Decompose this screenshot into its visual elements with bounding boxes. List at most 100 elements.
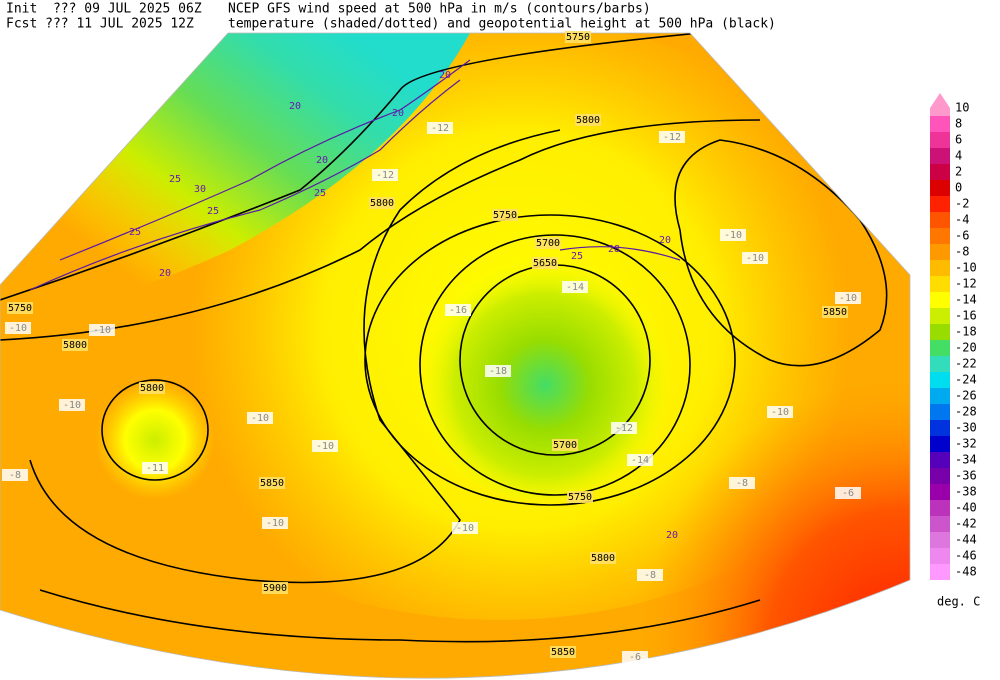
colorbar-swatch [930,196,950,212]
label-box [835,487,861,499]
colorbar-unit: deg. C [937,595,980,609]
label-box [485,365,511,377]
colorbar-label: 6 [955,133,962,147]
colorbar-label: 0 [955,181,962,195]
colorbar-swatch [930,132,950,148]
colorbar-swatch [930,356,950,372]
wind-label: 25 [314,188,326,199]
wind-label: 25 [207,206,219,217]
colorbar-swatch [930,452,950,468]
wind-label: 20 [289,101,301,112]
temperature-label: -16 [449,305,467,316]
label-box [637,569,663,581]
temperature-label: -8 [736,478,748,489]
label-box [312,440,338,452]
label-box [492,209,518,221]
label-box [262,517,288,529]
wind-label: 20 [666,530,678,541]
height-label: 5800 [591,553,615,564]
label-box [532,257,558,269]
wind-label: 20 [392,108,404,119]
colorbar-swatch [930,516,950,532]
height-label: 5800 [370,198,394,209]
colorbar-swatch [930,532,950,548]
temperature-label: -12 [615,423,633,434]
label-box [659,131,685,143]
temperature-label: -12 [376,170,394,181]
temperature-label: -6 [842,488,854,499]
label-box [89,324,115,336]
temperature-label: -11 [146,463,164,474]
colorbar-label: 10 [955,101,969,115]
height-label: 5800 [576,115,600,126]
init-time: Init ??? 09 JUL 2025 06Z [6,2,202,17]
height-label: 5900 [263,583,287,594]
colorbar-swatch [930,228,950,244]
colorbar-label: -14 [955,293,977,307]
wind-label: 20 [159,268,171,279]
label-box [7,302,33,314]
colorbar-label: -42 [955,517,977,531]
height-label: 5850 [551,647,575,658]
colorbar-label: -40 [955,501,977,515]
temperature-label: -10 [724,230,742,241]
colorbar-swatch [930,404,950,420]
cut-off-low-field [95,380,215,500]
label-box [372,169,398,181]
colorbar-label: -30 [955,421,977,435]
temperature-label: -10 [839,293,857,304]
height-label: 5700 [553,440,577,451]
temperature-label: -18 [489,366,507,377]
label-box [5,322,31,334]
colorbar-swatch [930,292,950,308]
label-box [590,552,616,564]
colorbar-label: -18 [955,325,977,339]
temperature-label: -10 [9,323,27,334]
wind-label: 20 [439,70,451,81]
temperature-label: -10 [746,253,764,264]
label-box [139,382,165,394]
colorbar-swatch [930,180,950,196]
label-box [729,477,755,489]
temperature-label: -6 [629,652,641,663]
colorbar-label: -24 [955,373,977,387]
wind-label: 20 [659,235,671,246]
wind-contours [29,59,681,291]
label-box [59,399,85,411]
temperature-label: -8 [644,570,656,581]
label-box [835,292,861,304]
temperature-label: -14 [631,455,649,466]
label-box [611,422,637,434]
colorbar-swatch [930,372,950,388]
colorbar-label: -4 [955,213,969,227]
title-line-2: temperature (shaded/dotted) and geopoten… [228,17,776,32]
colorbar-label: -6 [955,229,969,243]
temperature-label: -8 [9,470,21,481]
temperature-label: -12 [431,123,449,134]
colorbar-swatch [930,308,950,324]
colorbar-label: -46 [955,549,977,563]
temperature-label: -10 [251,413,269,424]
height-label: 5850 [260,478,284,489]
label-box [445,304,471,316]
height-label: 5650 [533,258,557,269]
colorbar-swatch [930,564,950,580]
label-box [452,522,478,534]
label-box [567,491,593,503]
colorbar-swatch [930,93,950,116]
wind-label: 25 [571,251,583,262]
height-label: 5750 [493,210,517,221]
colorbar-label: -34 [955,453,977,467]
height-label: 5850 [823,307,847,318]
wind-label: 28 [608,244,620,255]
colorbar-swatch [930,212,950,228]
label-box [550,646,576,658]
label-box [565,31,591,43]
wind-label: 30 [194,184,206,195]
label-box [535,237,561,249]
colorbar-swatch [930,148,950,164]
colorbar-swatch [930,116,950,132]
label-box [62,339,88,351]
